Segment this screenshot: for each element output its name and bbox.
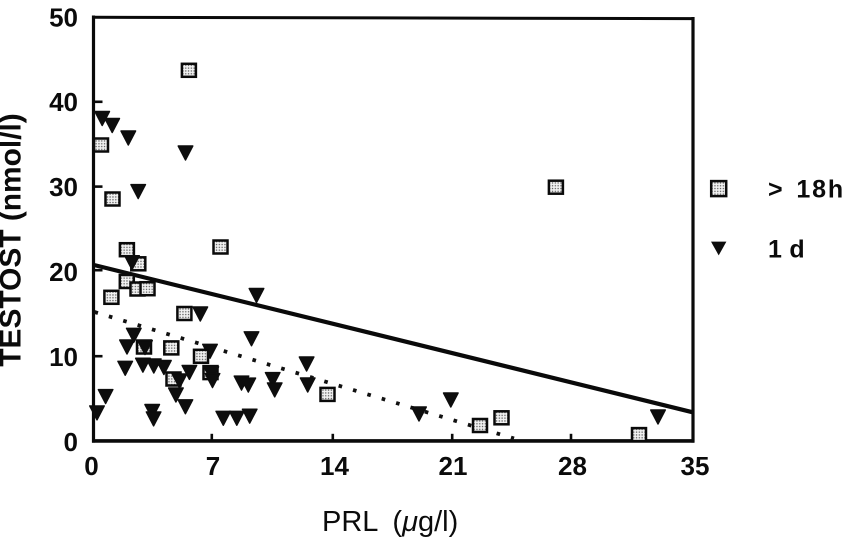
- svg-text:PRL(μg/l): PRL (μg/l): [322, 506, 458, 538]
- svg-text:30: 30: [49, 172, 78, 202]
- svg-text:40: 40: [49, 87, 78, 117]
- svg-text:28: 28: [558, 451, 587, 481]
- svg-text:14: 14: [320, 451, 349, 481]
- svg-text:1d: 1d: [768, 236, 812, 264]
- svg-text:0: 0: [84, 451, 98, 481]
- svg-text:10: 10: [49, 342, 78, 372]
- svg-text:50: 50: [49, 3, 78, 33]
- svg-text:>18h: >18h: [768, 176, 845, 204]
- svg-text:20: 20: [49, 257, 78, 287]
- svg-text:7: 7: [206, 451, 220, 481]
- svg-text:TESTOST (nmol/l): TESTOST (nmol/l): [0, 113, 28, 367]
- svg-text:35: 35: [681, 451, 710, 481]
- svg-text:21: 21: [439, 451, 468, 481]
- svg-text:0: 0: [64, 427, 78, 457]
